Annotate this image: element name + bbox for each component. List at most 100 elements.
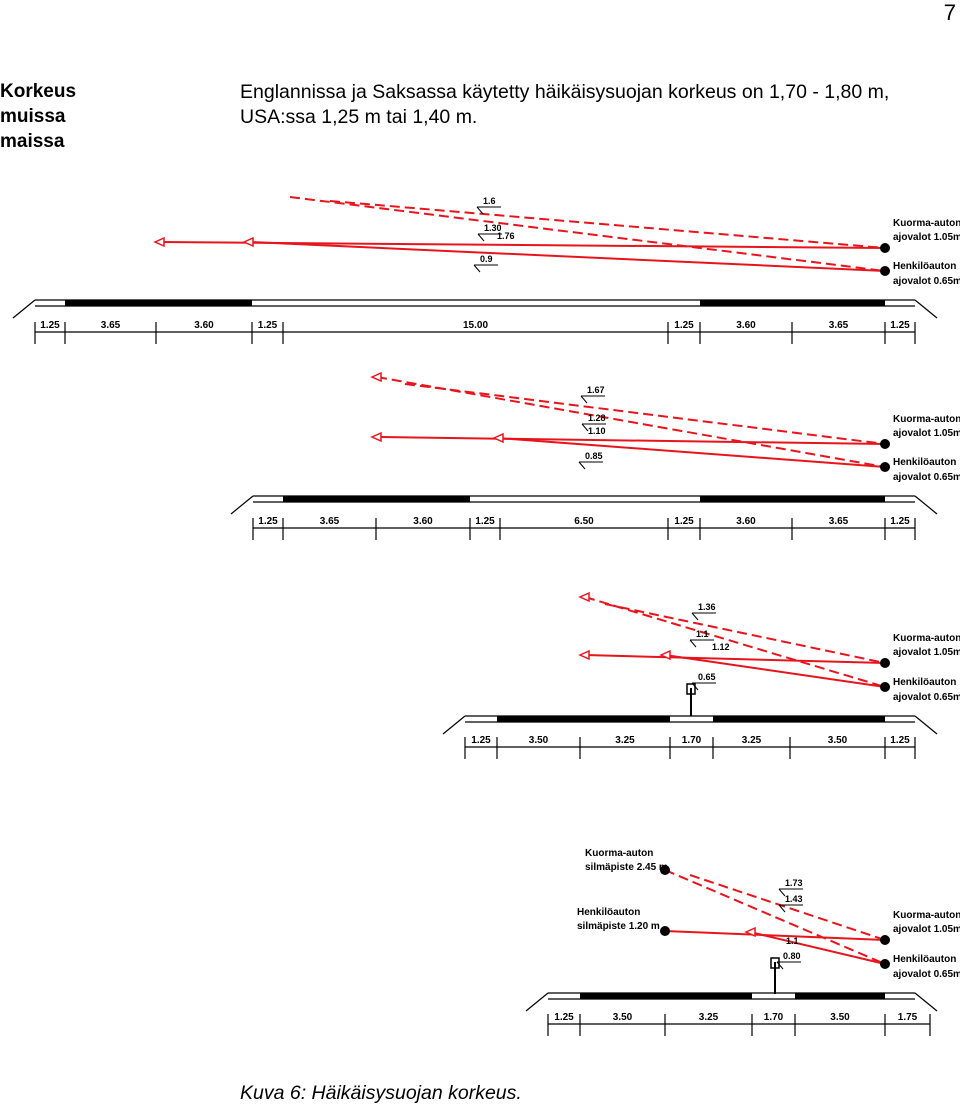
height-label: 1.73 [785, 878, 803, 888]
dimension-label: 1.25 [890, 320, 910, 331]
dimension-label: 1.75 [898, 1012, 918, 1023]
embankment-slope [914, 715, 938, 735]
car-headlight-label: ajovalot 0.65m [893, 969, 960, 980]
headlight-point [880, 439, 890, 449]
dimension-label: 3.25 [742, 735, 762, 746]
dimension-label: 6.50 [574, 516, 594, 527]
height-label: 1.10 [588, 426, 606, 436]
dimension-label: 3.65 [101, 320, 121, 331]
height-label: 1.1 [696, 629, 709, 639]
height-label: 1.76 [497, 231, 515, 241]
headlight-point [660, 926, 670, 936]
height-label: 1.1 [786, 936, 799, 946]
dimension-label: 1.70 [682, 735, 702, 746]
dimension-label: 15.00 [463, 320, 488, 331]
dimension-label: 1.25 [674, 516, 694, 527]
beam-arrowhead [370, 431, 382, 443]
car-beam-line [749, 931, 886, 965]
height-label: 1.30 [484, 223, 502, 233]
headlight-point [880, 959, 890, 969]
headlight-point [880, 682, 890, 692]
headlight-point [880, 243, 890, 253]
embankment-slope [914, 495, 938, 515]
height-label: 0.9 [480, 254, 493, 264]
beam-arrowhead [578, 649, 590, 661]
car-beam-line [376, 436, 886, 445]
embankment-slope [12, 299, 36, 319]
dimension-label: 3.50 [529, 735, 549, 746]
truck-headlight-label: Kuorma-auton [893, 633, 960, 644]
dimension-label: 1.25 [554, 1012, 574, 1023]
car-headlight-label: Henkilöauton [893, 261, 956, 272]
side-heading-line: muissa [0, 106, 66, 127]
dimension-label: 1.25 [471, 735, 491, 746]
carriageway [795, 993, 885, 999]
dimension-label: 3.60 [413, 516, 433, 527]
height-label: 0.65 [698, 672, 716, 682]
body-paragraph: Englannissa ja Saksassa käytetty häikäis… [240, 81, 890, 128]
side-heading-line: maissa [0, 131, 65, 152]
truck-beam-line [689, 874, 886, 941]
headlight-point [880, 935, 890, 945]
truck-beam-line [329, 200, 886, 249]
headlight-point [880, 462, 890, 472]
dimension-label: 3.65 [320, 516, 340, 527]
height-leader [473, 264, 481, 273]
dimension-label: 1.25 [890, 516, 910, 527]
height-leader [776, 961, 784, 970]
figure-caption: Kuva 6: Häikäisysuojan korkeus. [240, 1082, 522, 1104]
dimension-label: 3.50 [830, 1012, 850, 1023]
car-headlight-label: Henkilöauton [893, 954, 956, 965]
dimension-label: 1.25 [890, 735, 910, 746]
embankment-slope [442, 715, 466, 735]
height-leader [581, 423, 589, 432]
height-label: 0.80 [783, 951, 801, 961]
carriageway [497, 716, 670, 722]
truck-beam-line [376, 376, 886, 468]
truck-headlight-label: ajovalot 1.05m [893, 428, 960, 439]
dimension-label: 3.60 [194, 320, 214, 331]
glare-screen [686, 683, 696, 695]
dimension-label: 3.50 [828, 735, 848, 746]
carriageway [65, 300, 252, 306]
car-eye-label: silmäpiste 1.20 m [577, 921, 660, 932]
height-leader [691, 612, 699, 621]
truck-beam-line [289, 196, 886, 272]
truck-beam-line [404, 383, 886, 445]
carriageway [283, 496, 470, 502]
height-label: 1.28 [588, 413, 606, 423]
beam-arrowhead [242, 236, 254, 248]
dimension-label: 3.25 [699, 1012, 719, 1023]
height-leader [689, 639, 697, 648]
beam-arrowhead [153, 236, 165, 248]
height-label: 1.6 [483, 196, 496, 206]
page-number: 7 [943, 0, 956, 25]
truck-headlight-label: ajovalot 1.05m [893, 647, 960, 658]
truck-beam-line [604, 603, 886, 664]
truck-headlight-label: ajovalot 1.05m [893, 232, 960, 243]
embankment-slope [914, 299, 938, 319]
height-label: 1.36 [698, 602, 716, 612]
height-leader [580, 395, 588, 404]
carriageway [700, 496, 885, 502]
dimension-label: 3.60 [736, 516, 756, 527]
truck-beam-line [584, 596, 886, 688]
height-leader [477, 233, 485, 242]
embankment-slope [914, 992, 938, 1012]
car-headlight-label: Henkilöauton [893, 457, 956, 468]
height-label: 1.12 [712, 642, 730, 652]
side-heading-line: Korkeus [0, 81, 77, 102]
headlight-point [880, 658, 890, 668]
side-heading: Korkeus muissa maissa [0, 79, 110, 154]
beam-arrowhead [370, 371, 382, 383]
height-label: 0.85 [585, 451, 603, 461]
car-eye-label: Henkilöauton [577, 907, 640, 918]
dimension-label: 1.25 [674, 320, 694, 331]
truck-eye-label: Kuorma-auton [585, 848, 653, 859]
car-beam-line [584, 654, 886, 664]
height-leader [578, 461, 586, 470]
truck-beam-line [664, 869, 886, 965]
dimension-label: 1.25 [40, 320, 60, 331]
truck-headlight-label: Kuorma-auton [893, 218, 960, 229]
height-leader [778, 904, 786, 913]
